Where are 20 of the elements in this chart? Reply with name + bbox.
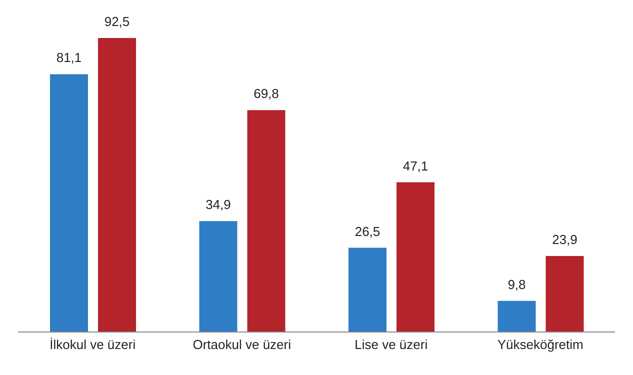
data-label: 47,1 (402, 158, 428, 174)
x-tick-label: Lise ve üzeri (354, 337, 428, 352)
bar (546, 256, 584, 332)
bar (98, 38, 136, 332)
bar (50, 74, 88, 332)
data-label: 34,9 (206, 197, 231, 212)
bar (247, 110, 286, 332)
data-label: 23,9 (552, 232, 578, 248)
data-label: 26,5 (354, 224, 380, 239)
data-label: 92,5 (104, 14, 130, 29)
data-label: 9,8 (508, 276, 526, 292)
x-tick-label: Ortaokul ve üzeri (192, 337, 292, 352)
bar (498, 300, 536, 332)
x-tick-label: İlkokul ve üzeri (50, 337, 136, 352)
x-tick-label: Yükseköğretim (497, 337, 584, 352)
bar (348, 248, 386, 332)
data-label: 81,1 (56, 50, 82, 66)
data-label: 69,8 (254, 86, 279, 102)
bar (396, 182, 434, 332)
bar (199, 221, 238, 332)
